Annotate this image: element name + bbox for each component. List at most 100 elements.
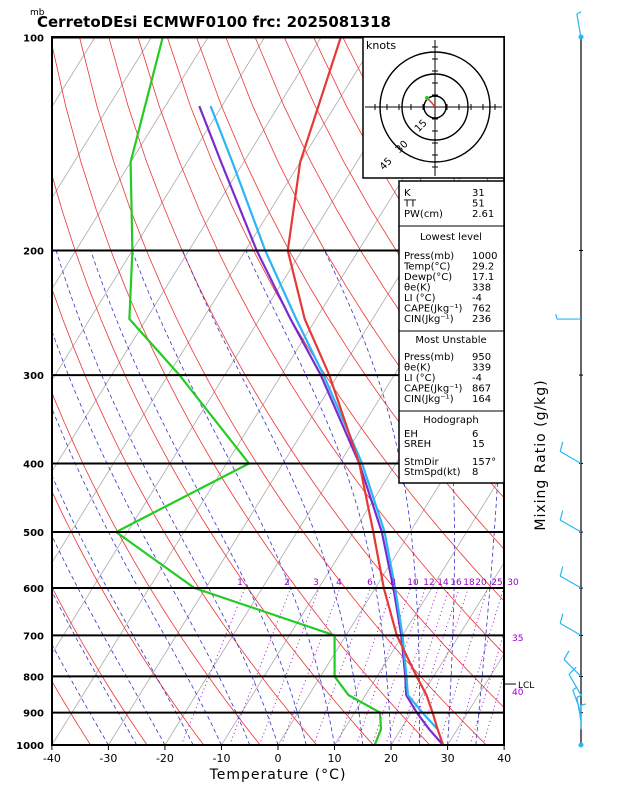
hodograph-unit: knots xyxy=(366,39,396,52)
isotherm xyxy=(52,37,322,473)
info-value: 15 xyxy=(472,439,485,450)
info-frame xyxy=(398,180,505,484)
info-value: 339 xyxy=(472,363,491,374)
wind-barb-flag xyxy=(555,314,558,320)
dry-adiabat xyxy=(108,37,504,709)
wind-barb xyxy=(568,673,582,696)
info-value: 29.2 xyxy=(472,262,494,273)
info-key: TT xyxy=(403,199,417,210)
info-key: CIN(Jkg⁻¹) xyxy=(404,314,454,325)
info-key: Temp(°C) xyxy=(403,262,451,273)
info-key: CAPE(Jkg⁻¹) xyxy=(404,304,462,315)
p-tick-label: 1000 xyxy=(16,741,44,752)
moist-adiabat xyxy=(131,250,335,745)
p-tick-label: 700 xyxy=(23,631,44,642)
dry-adiabat xyxy=(79,37,487,745)
x-tick-label: 30 xyxy=(441,752,455,765)
wind-barb-flag xyxy=(559,510,564,521)
info-key: StmSpd(kt) xyxy=(404,467,461,478)
p-tick-label: 500 xyxy=(23,528,44,539)
dry-adiabat xyxy=(606,38,618,746)
info-value: 17.1 xyxy=(472,272,494,283)
mixing-ratio-label: 30 xyxy=(507,578,519,588)
mixing-ratio-label: 16 xyxy=(450,578,462,588)
p-tick-label: 800 xyxy=(23,672,44,683)
info-key: Dewp(°C) xyxy=(404,272,452,283)
isotherm xyxy=(164,197,504,745)
p-tick-label: 100 xyxy=(23,34,44,45)
mixing-ratio-label: 8 xyxy=(390,578,396,588)
mixing-ratio-axis-label: Mixing Ratio (g/kg) xyxy=(533,379,549,530)
isotherm xyxy=(52,37,96,108)
mixing-ratio-label-35: 35 xyxy=(512,634,523,644)
dry-adiabat xyxy=(52,173,374,745)
storm-motion-marker xyxy=(425,96,429,100)
info-value: 338 xyxy=(472,283,491,294)
wind-barb xyxy=(559,575,582,589)
info-key: LI (°C) xyxy=(404,293,436,304)
dewpoint-curve xyxy=(113,37,383,745)
lcl-label: LCL xyxy=(518,681,534,691)
info-panel: K 31 TT 51 PW(cm) 2.61 Lowest level Press(mb) 10… xyxy=(398,180,505,484)
mixing-ratio-line xyxy=(259,587,320,745)
dry-adiabat xyxy=(52,586,148,745)
mixing-ratio-label: 2 xyxy=(284,578,290,588)
x-tick-label: -20 xyxy=(156,752,174,765)
p-tick-label: 400 xyxy=(23,459,44,470)
hodograph-trace xyxy=(426,97,436,108)
dry-adiabat xyxy=(137,37,504,655)
wind-barb-flag xyxy=(576,694,582,698)
moist-adiabat xyxy=(90,250,307,745)
mixing-ratio-line xyxy=(455,587,504,745)
info-key: Press(mb) xyxy=(404,251,454,262)
dry-adiabat xyxy=(52,43,431,745)
moist-adiabat xyxy=(182,250,364,745)
wind-barb-flag xyxy=(576,11,582,15)
isotherm xyxy=(52,37,265,381)
info-value: 6 xyxy=(472,429,478,440)
p-tick-label: 200 xyxy=(23,246,44,257)
info-value: 1000 xyxy=(472,251,497,262)
info-value: 867 xyxy=(472,384,491,395)
chart-title: CerretoDEsi ECMWF0100 frc: 2025081318 xyxy=(37,13,391,31)
wind-barb xyxy=(559,519,582,533)
isotherm xyxy=(52,37,378,564)
mixing-ratio-label: 14 xyxy=(437,578,449,588)
isotherm xyxy=(52,37,209,290)
info-value: 2.61 xyxy=(472,209,494,220)
x-tick-label: 0 xyxy=(275,752,282,765)
wind-barb xyxy=(563,659,582,677)
x-tick-label: 40 xyxy=(497,752,511,765)
info-key: θe(K) xyxy=(404,283,431,294)
x-tick-label: -40 xyxy=(43,752,61,765)
dry-adiabat xyxy=(225,37,504,499)
wind-barb xyxy=(559,450,582,464)
dry-adiabat xyxy=(52,680,91,745)
mixing-ratio-line xyxy=(313,587,371,745)
mixing-ratio-label: 1 xyxy=(237,578,243,588)
info-value: 8 xyxy=(472,467,478,478)
moist-adiabat xyxy=(52,590,138,745)
info-value: -4 xyxy=(472,373,482,384)
mixing-ratio-label: 4 xyxy=(336,578,342,588)
wind-barb-flag xyxy=(580,703,586,706)
mixing-ratio-label: 20 xyxy=(475,578,487,588)
parcel-curve xyxy=(198,105,444,745)
info-key: K xyxy=(404,188,411,199)
isotherm xyxy=(561,38,618,746)
moist-adiabat xyxy=(52,474,194,745)
info-value: 51 xyxy=(472,199,485,210)
mixing-ratio-line xyxy=(336,587,394,745)
mixing-ratio-label: 18 xyxy=(463,578,475,588)
moist-adiabat xyxy=(52,643,109,745)
info-key: CIN(Jkg⁻¹) xyxy=(404,394,454,405)
moist-adiabat xyxy=(52,407,222,745)
wind-barb-flag xyxy=(559,566,564,577)
mixing-ratio-line xyxy=(482,672,504,745)
info-value: 31 xyxy=(472,188,485,199)
wind-barb-flag xyxy=(568,666,577,675)
mixing-ratio-line xyxy=(281,587,341,745)
mixing-ratio-line xyxy=(469,631,504,745)
